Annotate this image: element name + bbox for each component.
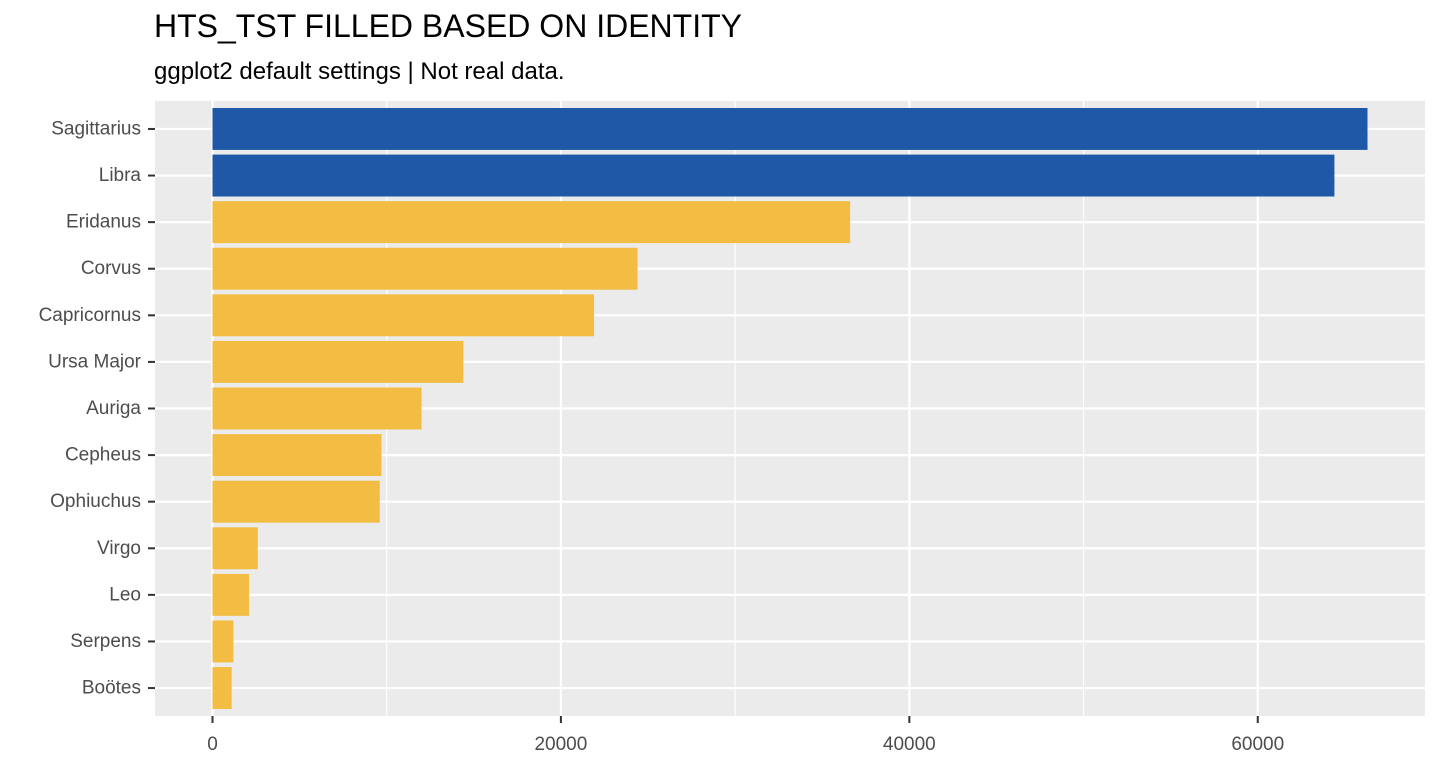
bar (212, 667, 232, 710)
y-tick-label: Capricornus (39, 305, 141, 326)
y-tick-label: Virgo (97, 538, 141, 559)
x-tick-label: 40000 (883, 734, 936, 755)
y-tick-label: Eridanus (66, 212, 141, 233)
y-tick-label: Ophiuchus (50, 491, 141, 512)
y-tick-label: Cepheus (65, 445, 141, 466)
bar (212, 434, 382, 477)
y-tick-label: Leo (109, 584, 141, 605)
y-tick-label: Libra (99, 165, 142, 186)
bar (212, 573, 250, 616)
bar (212, 387, 422, 430)
y-tick-label: Ursa Major (48, 351, 142, 372)
bar (212, 294, 595, 337)
y-tick-label: Sagittarius (51, 118, 141, 139)
bar (212, 480, 380, 523)
bar (212, 201, 851, 244)
y-tick-label: Serpens (70, 631, 141, 652)
chart-title: HTS_TST FILLED BASED ON IDENTITY (154, 8, 742, 44)
bar (212, 154, 1335, 197)
bar (212, 527, 258, 570)
y-tick-label: Auriga (86, 398, 141, 419)
bar (212, 340, 464, 383)
y-tick-label: Corvus (81, 258, 141, 279)
bar (212, 620, 234, 663)
bar (212, 247, 638, 290)
bar (212, 107, 1368, 150)
y-tick-label: Boötes (82, 678, 141, 699)
chart-subtitle: ggplot2 default settings | Not real data… (154, 58, 565, 85)
x-tick-label: 0 (207, 734, 218, 755)
x-tick-label: 60000 (1231, 734, 1284, 755)
x-tick-label: 20000 (534, 734, 587, 755)
